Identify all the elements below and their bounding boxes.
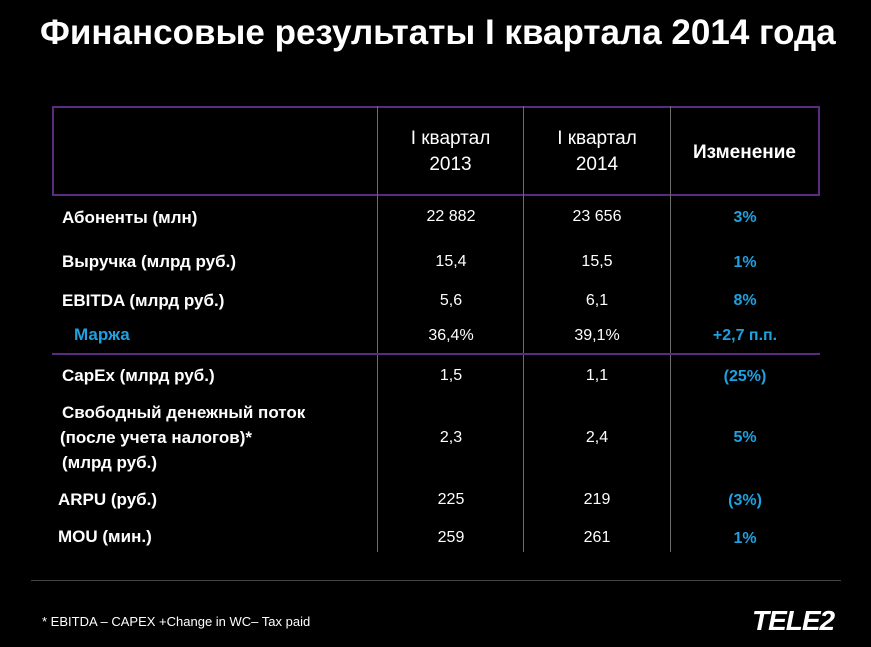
row-label-fcf-line3: (млрд руб.)	[62, 453, 158, 472]
footnote: * EBITDA – CAPEX +Change in WC– Tax paid	[42, 614, 311, 629]
cell-mou-2014: 261	[583, 529, 611, 546]
cell-fcf-2013: 2,3	[439, 429, 463, 446]
cell-margin-change: +2,7 п.п.	[712, 327, 778, 344]
cell-mou-change: 1%	[733, 530, 757, 547]
cell-mou-2013: 259	[437, 529, 465, 546]
header-box-right	[818, 106, 820, 196]
cell-arpu-2013: 225	[437, 491, 465, 508]
header-q2013-line2: 2013	[429, 154, 472, 175]
cell-capex-2013: 1,5	[439, 367, 463, 384]
row-label-fcf-line2: (после учета налогов)*	[60, 428, 253, 447]
section-divider	[52, 353, 820, 355]
cell-margin-2013: 36,4%	[428, 327, 474, 344]
header-q2014: I квартал 2014	[524, 126, 670, 178]
header-q2013: I квартал 2013	[378, 126, 523, 178]
cell-margin-2014: 39,1%	[574, 327, 620, 344]
header-q2013-line1: I квартал	[410, 128, 491, 149]
page-title: Финансовые результаты I квартала 2014 го…	[40, 13, 836, 52]
row-label-ebitda: EBITDA (млрд руб.)	[62, 291, 225, 310]
cell-subscribers-2013: 22 882	[426, 208, 476, 225]
row-label-fcf: Свободный денежный поток (после учета на…	[60, 400, 305, 475]
row-label-fcf-line1: Свободный денежный поток	[62, 403, 306, 422]
cell-revenue-2013: 15,4	[435, 253, 467, 270]
cell-arpu-2014: 219	[583, 491, 611, 508]
cell-ebitda-2014: 6,1	[585, 292, 609, 309]
row-label-revenue: Выручка (млрд руб.)	[62, 252, 236, 271]
row-label-capex: CapEx (млрд руб.)	[62, 366, 215, 385]
col-separator-2	[523, 106, 524, 552]
row-label-arpu: ARPU (руб.)	[58, 490, 158, 509]
cell-fcf-change: 5%	[733, 429, 757, 446]
cell-revenue-2014: 15,5	[581, 253, 613, 270]
col-separator-3	[670, 106, 671, 552]
cell-ebitda-change: 8%	[733, 292, 757, 309]
header-q2014-line1: I квартал	[557, 128, 637, 149]
footer-divider	[31, 580, 841, 581]
cell-ebitda-2013: 5,6	[439, 292, 463, 309]
financial-results-table: I квартал 2013 I квартал 2014 Изменение …	[52, 106, 820, 552]
header-box-bottom	[52, 194, 820, 196]
cell-arpu-change: (3%)	[728, 492, 762, 509]
cell-fcf-2014: 2,4	[585, 429, 609, 446]
tele2-logo: TELE2	[752, 605, 835, 636]
col-separator-1	[377, 106, 378, 552]
cell-capex-change: (25%)	[723, 368, 767, 385]
row-label-subscribers: Абоненты (млн)	[62, 208, 198, 227]
cell-subscribers-change: 3%	[733, 209, 757, 226]
cell-revenue-change: 1%	[733, 254, 757, 271]
header-box-top	[52, 106, 820, 108]
row-label-margin: Маржа	[74, 325, 130, 344]
header-q2014-line2: 2014	[575, 154, 619, 175]
header-box-left	[52, 106, 54, 196]
header-change: Изменение	[692, 142, 796, 163]
cell-capex-2014: 1,1	[585, 367, 609, 384]
row-label-mou: MOU (мин.)	[58, 527, 152, 546]
cell-subscribers-2014: 23 656	[572, 208, 622, 225]
